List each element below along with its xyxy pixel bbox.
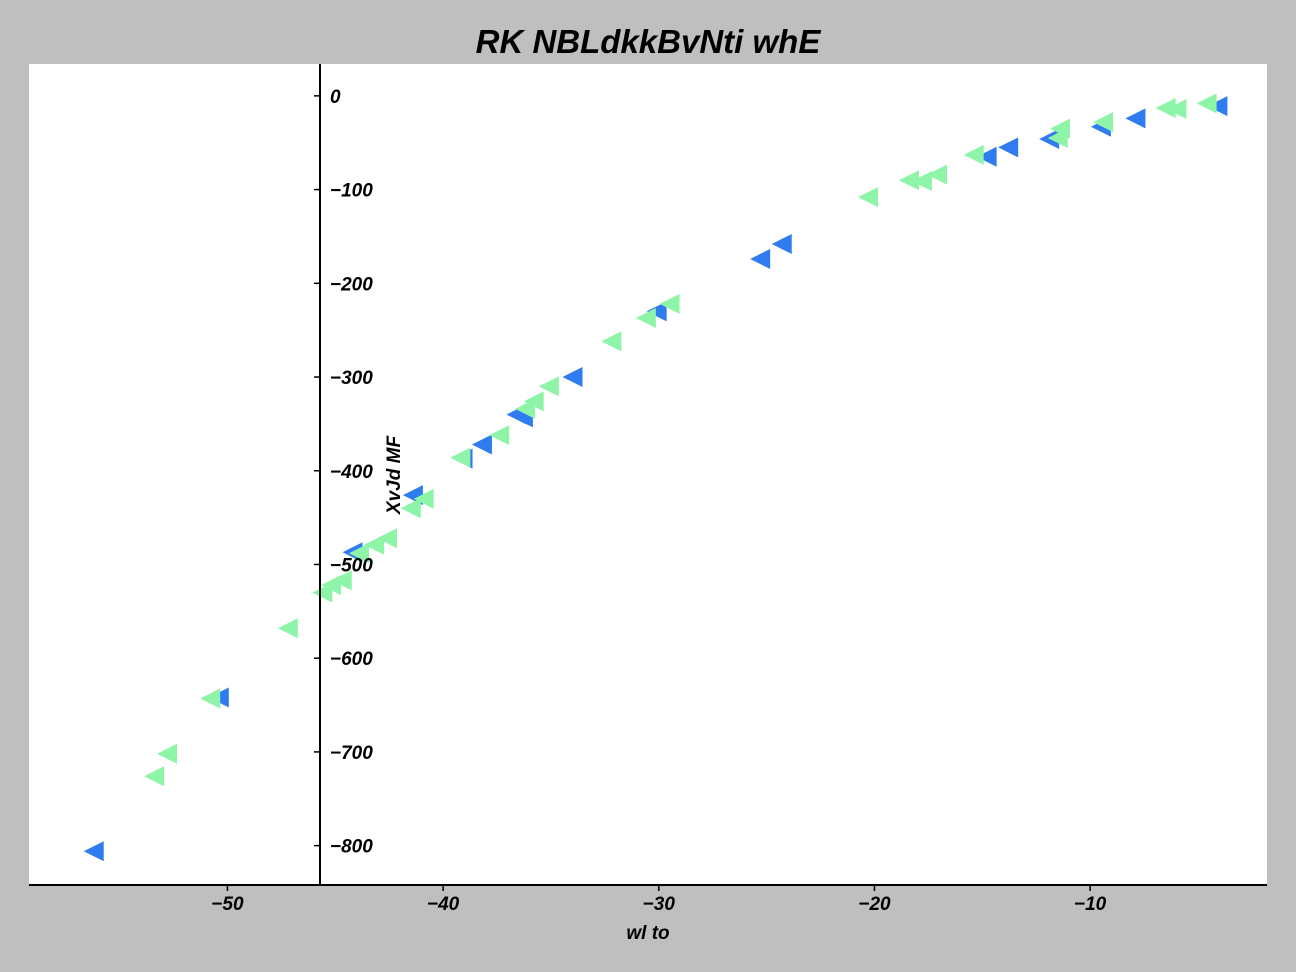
scatter-point (200, 688, 221, 709)
y-tick-label: −300 (330, 368, 373, 389)
x-tick-label: −50 (211, 894, 244, 915)
scatter-point (538, 376, 559, 397)
scatter-point (377, 528, 398, 549)
scatter-point (927, 164, 948, 185)
scatter-point (976, 146, 997, 167)
scatter-point (489, 425, 510, 446)
scatter-point (911, 171, 932, 192)
scatter-point (898, 170, 919, 191)
scatter-point (450, 447, 471, 468)
scatter-point (1049, 118, 1070, 139)
scatter-point (523, 391, 544, 412)
y-tick-label: −400 (330, 462, 373, 483)
chart-title: RK NBLdkkBvNti whE (476, 23, 822, 60)
scatter-point (83, 841, 104, 862)
x-tick-label: −30 (643, 894, 676, 915)
scatter-point (400, 498, 421, 519)
scatter-point (635, 307, 656, 328)
scatter-point (471, 434, 492, 455)
y-tick-label: −200 (330, 274, 373, 295)
scatter-point (157, 743, 178, 764)
scatter-point (998, 137, 1019, 158)
y-tick-label: −500 (330, 555, 373, 576)
x-tick-label: −40 (427, 894, 460, 915)
scatter-point (1039, 128, 1060, 149)
scatter-point (1207, 96, 1228, 117)
y-tick-label: −800 (330, 837, 373, 858)
y-tick-label: −700 (330, 743, 373, 764)
scatter-point (277, 618, 298, 639)
y-tick-label: −600 (330, 649, 373, 670)
markers-layer (83, 93, 1228, 862)
x-tick-label: −20 (858, 894, 891, 915)
scatter-point (1155, 98, 1176, 119)
plot-area (29, 64, 1267, 885)
scatter-point (771, 233, 792, 254)
scatter-point (562, 367, 583, 388)
scatter-point (1125, 108, 1146, 129)
x-tick-label: −10 (1074, 894, 1107, 915)
scatter-point (1196, 93, 1217, 114)
scatter-point (413, 488, 434, 509)
scatter-point (750, 248, 771, 269)
axes-layer: −50 −40 −30 −20 −100−100−200−300−400−500−600… (29, 64, 1267, 915)
scatter-point (144, 766, 165, 787)
scatter-point (659, 293, 680, 314)
scatter-point (331, 570, 352, 591)
x-axis-label: wl to (626, 923, 669, 944)
y-tick-label: 0 (330, 87, 341, 108)
scatter-point (1093, 112, 1114, 133)
scatter-point (857, 187, 878, 208)
scatter-point (348, 543, 369, 564)
scatter-point (601, 331, 622, 352)
y-axis-label: XvJd MF (384, 435, 405, 516)
scatter-point (1166, 98, 1187, 119)
y-tick-label: −100 (330, 181, 373, 202)
scatter-point (963, 144, 984, 165)
scatter-point (646, 301, 667, 322)
scatter-point (364, 534, 385, 555)
